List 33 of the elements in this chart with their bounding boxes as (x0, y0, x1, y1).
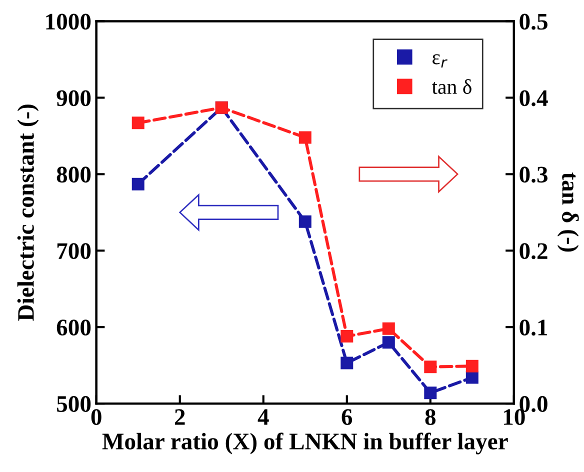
x-tick-label: 8 (425, 409, 436, 426)
x-tick-label: 2 (174, 409, 185, 425)
point (466, 360, 478, 372)
point (132, 116, 144, 130)
point (382, 336, 395, 349)
point (424, 360, 437, 374)
y2-tick-label: 0.2 (520, 243, 548, 260)
legend-label: ε$_{r}$ (432, 54, 448, 68)
y-axis-title: Dielectric constant (-) (17, 104, 39, 321)
legend-label: tan δ (432, 79, 472, 94)
y2-tick-label: 0.3 (520, 166, 548, 183)
x-axis-title: Molar ratio (X) of LNKN in buffer layer (102, 432, 508, 454)
x-tick-label: 0 (91, 409, 102, 426)
y2-tick-label: 0.5 (520, 14, 548, 30)
y-tick-label: 700 (57, 243, 91, 260)
point (382, 322, 395, 335)
y-tick-label: 800 (56, 166, 91, 183)
point (340, 356, 354, 370)
y2-axis-title: tan δ (-) (557, 172, 579, 252)
y-tick-label: 500 (57, 396, 91, 412)
x-tick-label: 6 (342, 409, 352, 426)
point (424, 386, 437, 400)
y2-tick-label: 0.4 (520, 90, 548, 106)
point (132, 178, 144, 190)
y2-tick-label: 0.1 (520, 320, 548, 336)
point (298, 215, 312, 228)
y-tick-label: 900 (56, 90, 91, 106)
y-tick-label: 1000 (46, 14, 91, 30)
point (298, 131, 312, 144)
point (466, 371, 478, 384)
y-tick-label: 600 (56, 320, 91, 336)
x-tick-label: 4 (258, 409, 269, 425)
point (340, 330, 354, 343)
